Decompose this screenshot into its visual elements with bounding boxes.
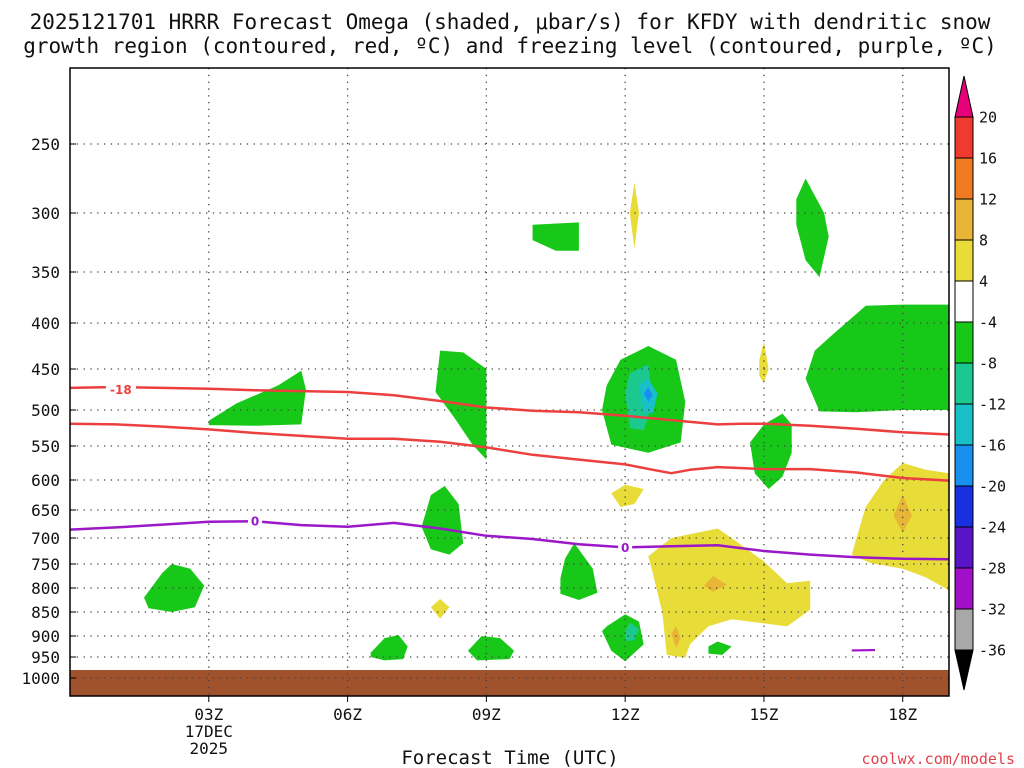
contour-label-0: -18 — [110, 383, 132, 397]
dgz-bottom-line — [69, 422, 950, 482]
y-tick-label-700: 700 — [31, 529, 60, 548]
omega-area-12 — [796, 178, 829, 278]
colorbar-label-12: -32 — [979, 601, 1006, 619]
y-axis-ticks: 250 300 350 400 450 500 550 600 650 700 750 800 850 9… — [21, 135, 76, 688]
contour-label-2: 0 — [621, 541, 629, 555]
freezing-level-line — [69, 519, 950, 561]
y-tick-label-1000: 1000 — [21, 669, 60, 688]
credit-text: coolwx.com/models — [861, 750, 1015, 768]
y-tick-label-550: 550 — [31, 437, 60, 456]
y-tick-label-800: 800 — [31, 579, 60, 598]
y-tick-label-350: 350 — [31, 263, 60, 282]
x-tick-label-06Z: 06Z — [333, 705, 362, 724]
contour-label-bg-2 — [618, 540, 633, 555]
x-tick-label-09Z: 09Z — [472, 705, 501, 724]
colorbar-label-6: -8 — [979, 355, 997, 373]
y-tick-label-900: 900 — [31, 627, 60, 646]
contour-label-bg-1 — [248, 514, 263, 529]
colorbar-top-arrow — [954, 75, 974, 118]
colorbar-segment-11 — [954, 526, 974, 569]
colorbar-segment-12 — [954, 567, 974, 610]
colorbar-bottom-arrow — [954, 649, 974, 691]
y-tick-label-850: 850 — [31, 603, 60, 622]
omega-area-25 — [893, 495, 912, 533]
omega-area-2 — [370, 635, 408, 661]
y-tick-label-250: 250 — [31, 135, 60, 154]
colorbar-segment-6 — [954, 321, 974, 364]
omega-area-8 — [560, 543, 598, 600]
omega-area-4 — [421, 486, 464, 555]
y-tick-label-600: 600 — [31, 471, 60, 490]
colorbar-segment-5 — [954, 280, 974, 323]
omega-area-13 — [805, 304, 949, 413]
omega-shading — [144, 178, 949, 662]
y-tick-label-650: 650 — [31, 501, 60, 520]
colorbar-label-13: -36 — [979, 642, 1006, 660]
omega-area-5 — [467, 636, 515, 661]
omega-area-20 — [430, 599, 450, 619]
x-tick-label-15Z: 15Z — [749, 705, 778, 724]
contour-lines — [69, 385, 950, 561]
omega-area-26 — [671, 626, 681, 648]
x-tick-label-18Z: 18Z — [888, 705, 917, 724]
y-tick-label-450: 450 — [31, 360, 60, 379]
colorbar-segment-7 — [954, 362, 974, 405]
colorbar-segment-13 — [954, 608, 974, 651]
omega-area-9 — [602, 614, 644, 662]
omega-area-16 — [643, 387, 653, 402]
contour-label-bg-0 — [105, 382, 136, 397]
y-tick-label-300: 300 — [31, 204, 60, 223]
y-tick-label-750: 750 — [31, 555, 60, 574]
y-tick-label-950: 950 — [31, 648, 60, 667]
y-tick-label-400: 400 — [31, 314, 60, 333]
colorbar-label-8: -16 — [979, 437, 1006, 455]
colorbar-segment-4 — [954, 239, 974, 282]
omega-area-1 — [144, 564, 205, 612]
x-tick-date: 17DEC — [185, 722, 233, 741]
grid-lines — [70, 68, 949, 696]
colorbar-segment-8 — [954, 403, 974, 446]
omega-area-18 — [629, 182, 639, 249]
colorbar-label-9: -20 — [979, 478, 1006, 496]
colorbar-segment-3 — [954, 198, 974, 241]
omega-area-19 — [611, 484, 644, 507]
ground-terrain-band — [70, 670, 949, 696]
x-axis-label: Forecast Time (UTC) — [401, 747, 618, 768]
plot-frame — [69, 67, 950, 697]
colorbar-segment-9 — [954, 444, 974, 487]
omega-area-10 — [708, 641, 732, 655]
colorbar-label-0: 20 — [979, 109, 997, 127]
omega-area-0 — [208, 370, 306, 426]
colorbar-label-4: 4 — [979, 273, 988, 291]
colorbar-label-5: -4 — [979, 314, 997, 332]
x-tick-label-12Z: 12Z — [611, 705, 640, 724]
colorbar: 20 16 12 8 4 -4 -8 -12 -16 -20 -24 -28 -32 -36 — [954, 75, 1006, 691]
colorbar-label-7: -12 — [979, 396, 1006, 414]
colorbar-segment-10 — [954, 485, 974, 528]
colorbar-label-10: -24 — [979, 519, 1006, 537]
omega-area-6 — [532, 222, 579, 251]
colorbar-label-11: -28 — [979, 560, 1006, 578]
x-tick-label-03Z: 03Z — [194, 705, 223, 724]
contour-label-1: 0 — [251, 515, 259, 529]
chart-title-line2: growth region (contoured, red, ºC) and f… — [23, 34, 997, 58]
x-tick-year: 2025 — [190, 739, 229, 758]
colorbar-segment-2 — [954, 157, 974, 200]
colorbar-label-2: 12 — [979, 191, 997, 209]
y-tick-label-500: 500 — [31, 401, 60, 420]
chart-title-line1: 2025121701 HRRR Forecast Omega (shaded, … — [30, 10, 991, 34]
contour-labels: -18 0 0 — [105, 382, 633, 555]
dgz-top-line — [69, 385, 950, 436]
colorbar-segment-1 — [954, 116, 974, 159]
omega-area-22 — [759, 341, 769, 383]
colorbar-label-3: 8 — [979, 232, 988, 250]
colorbar-label-1: 16 — [979, 150, 997, 168]
omega-area-21 — [648, 528, 811, 658]
omega-area-27 — [851, 649, 875, 652]
